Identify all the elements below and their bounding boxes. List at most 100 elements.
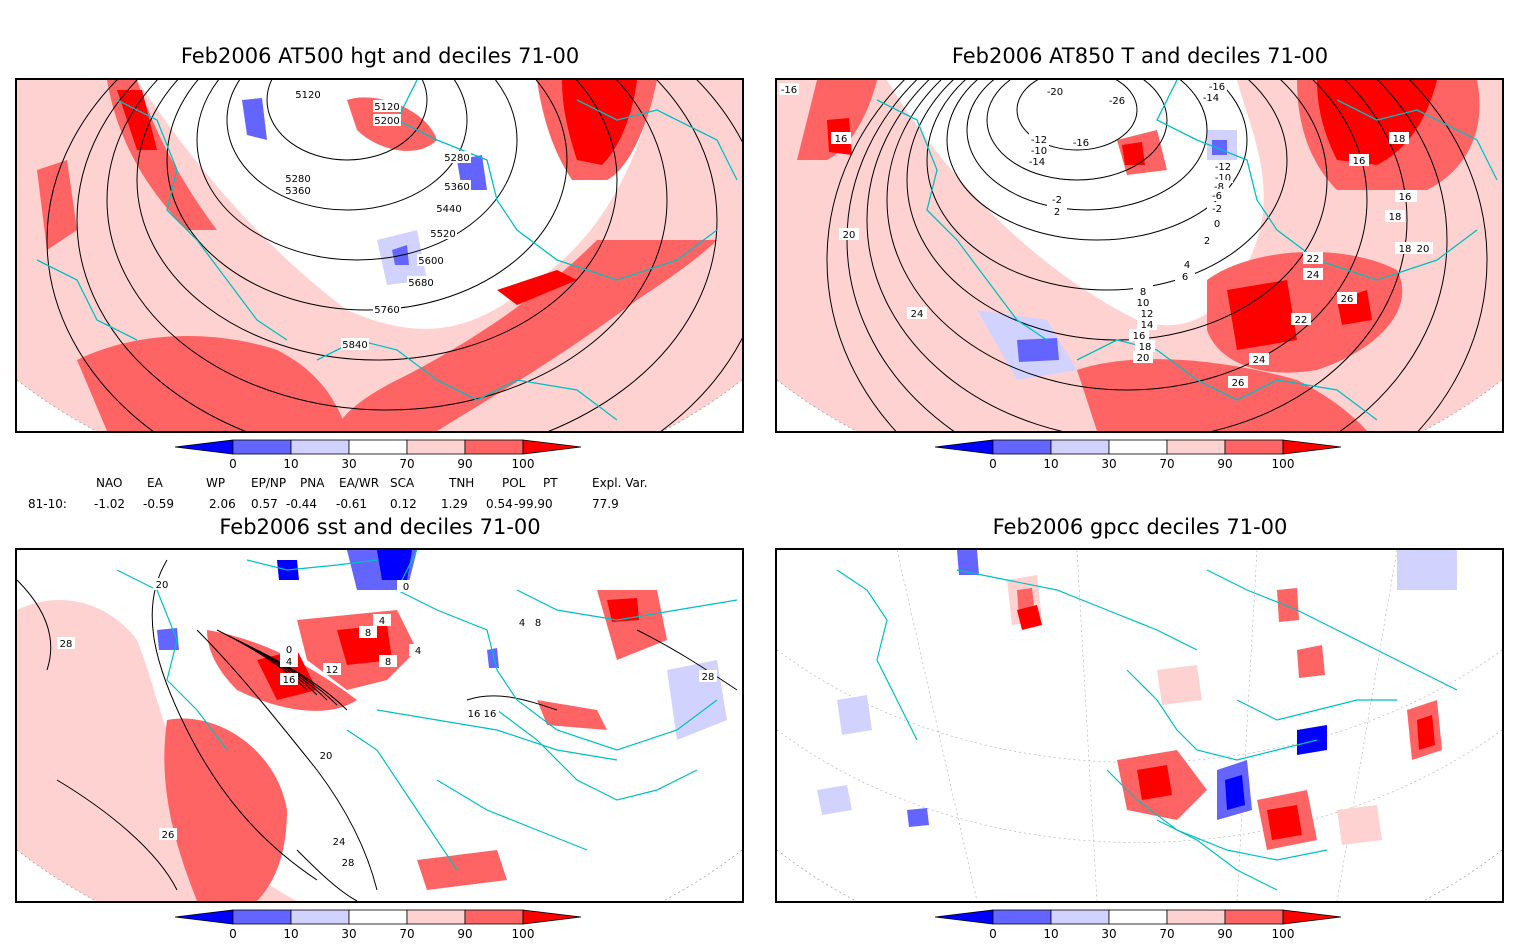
- colorbar-segment: [934, 439, 994, 455]
- svg-text:-20: -20: [1047, 87, 1063, 98]
- colorbar-segment: [1282, 439, 1342, 455]
- colorbar-tick-label: 0: [989, 457, 997, 471]
- colorbar-segment: [992, 909, 1052, 925]
- colorbar-segment: [1108, 909, 1168, 925]
- colorbar-segment: [1282, 909, 1342, 925]
- contour-label: 24: [907, 307, 927, 320]
- contour-label: 4: [280, 655, 298, 668]
- contour-label: 16: [280, 673, 298, 686]
- contour-label: -20: [1045, 85, 1065, 98]
- contour-label: 10: [1133, 296, 1153, 309]
- svg-text:28: 28: [60, 639, 73, 650]
- svg-text:12: 12: [1141, 309, 1154, 320]
- index-value: -99.90: [514, 497, 553, 511]
- colorbar-tick-label: 100: [1272, 927, 1295, 941]
- contour-label: 4: [409, 644, 427, 657]
- svg-text:5520: 5520: [430, 229, 455, 240]
- svg-text:5120: 5120: [374, 102, 399, 113]
- svg-text:4: 4: [415, 646, 421, 657]
- svg-text:16: 16: [1399, 192, 1412, 203]
- colorbar-gpcc: 0 10 30 70 90 100: [934, 908, 1345, 942]
- svg-text:22: 22: [1307, 254, 1320, 265]
- contour-label: -16: [1071, 136, 1091, 149]
- contour-label: 5360: [284, 184, 312, 197]
- svg-text:-12: -12: [1031, 135, 1047, 146]
- svg-text:16: 16: [484, 709, 497, 720]
- contour-label: 18: [1389, 132, 1409, 145]
- svg-text:16: 16: [468, 709, 481, 720]
- svg-text:20: 20: [1417, 244, 1430, 255]
- svg-text:2: 2: [1054, 207, 1060, 218]
- colorbar-segment: [1108, 439, 1168, 455]
- colorbar-segment: [174, 439, 234, 455]
- index-header: NAO: [96, 476, 123, 490]
- contour-label: 26: [1337, 292, 1357, 305]
- svg-text:26: 26: [1232, 378, 1245, 389]
- index-header: PNA: [300, 476, 325, 490]
- index-header: PT: [543, 476, 558, 490]
- contour-label: 5120: [373, 100, 401, 113]
- index-value: 0.12: [390, 497, 417, 511]
- index-header: SCA: [390, 476, 415, 490]
- index-header: POL: [502, 476, 526, 490]
- svg-text:28: 28: [342, 858, 355, 869]
- svg-text:10: 10: [1137, 298, 1150, 309]
- colorbar-tick-label: 100: [512, 927, 535, 941]
- svg-text:-2: -2: [1052, 195, 1062, 206]
- colorbar-segment: [1050, 439, 1110, 455]
- contour-label: 0: [397, 580, 415, 593]
- svg-text:4: 4: [286, 657, 292, 668]
- contour-label: -14: [1027, 155, 1047, 168]
- contour-label: -12: [1029, 133, 1049, 146]
- colorbar-tick-label: 30: [1101, 927, 1116, 941]
- svg-text:5120: 5120: [295, 90, 320, 101]
- index-header: WP: [206, 476, 226, 490]
- contour-label: 18: [1395, 242, 1415, 255]
- colorbar-segment: [348, 439, 408, 455]
- contour-label: 8: [359, 626, 377, 639]
- contour-label: 16: [1395, 190, 1415, 203]
- contour-label: 16: [465, 707, 483, 720]
- svg-text:5440: 5440: [436, 204, 461, 215]
- svg-text:-8: -8: [1214, 182, 1224, 193]
- index-value: 77.9: [592, 497, 619, 511]
- svg-text:8: 8: [1140, 287, 1146, 298]
- contour-label: 28: [339, 856, 357, 869]
- svg-text:5280: 5280: [444, 153, 469, 164]
- contour-label: 5360: [443, 180, 471, 193]
- svg-text:-14: -14: [1203, 93, 1219, 104]
- contour-label: 24: [1303, 268, 1323, 281]
- svg-text:0: 0: [1214, 219, 1220, 230]
- colorbar-segment: [1224, 439, 1284, 455]
- contour-label: 22: [1303, 252, 1323, 265]
- contour-label: 20: [839, 228, 859, 241]
- colorbar-tick-label: 0: [229, 457, 237, 471]
- index-header: EA/WR: [339, 476, 380, 490]
- contour-label: 26: [159, 828, 177, 841]
- svg-text:5200: 5200: [374, 116, 399, 127]
- panel-title-t850: Feb2006 AT850 T and deciles 71-00: [951, 44, 1329, 68]
- contour-label: 5680: [407, 276, 435, 289]
- index-header: Expl. Var.: [592, 476, 648, 490]
- panel-title-sst: Feb2006 sst and deciles 71-00: [219, 515, 541, 539]
- contour-label: 5280: [443, 151, 471, 164]
- contour-label: 20: [1413, 242, 1433, 255]
- svg-text:18: 18: [1399, 244, 1412, 255]
- contour-label: 0: [1207, 217, 1227, 230]
- colorbar-tick-label: 70: [399, 927, 414, 941]
- contour-label: -10: [1029, 144, 1049, 157]
- panel-title-gpcc: Feb2006 gpcc deciles 71-00: [992, 515, 1288, 539]
- contour-label: 8: [379, 655, 397, 668]
- svg-text:5360: 5360: [285, 186, 310, 197]
- contour-label: 5200: [373, 114, 401, 127]
- colorbar-segment: [348, 909, 408, 925]
- contour-label: 6: [1175, 270, 1195, 283]
- contour-label: 20: [153, 578, 171, 591]
- colorbar-tick-label: 30: [341, 927, 356, 941]
- svg-text:26: 26: [1341, 294, 1354, 305]
- index-value: -0.44: [286, 497, 318, 511]
- contour-label: 5840: [341, 338, 369, 351]
- colorbar-segment: [174, 909, 234, 925]
- contour-label: 5120: [294, 88, 322, 101]
- contour-label: -16: [779, 83, 799, 96]
